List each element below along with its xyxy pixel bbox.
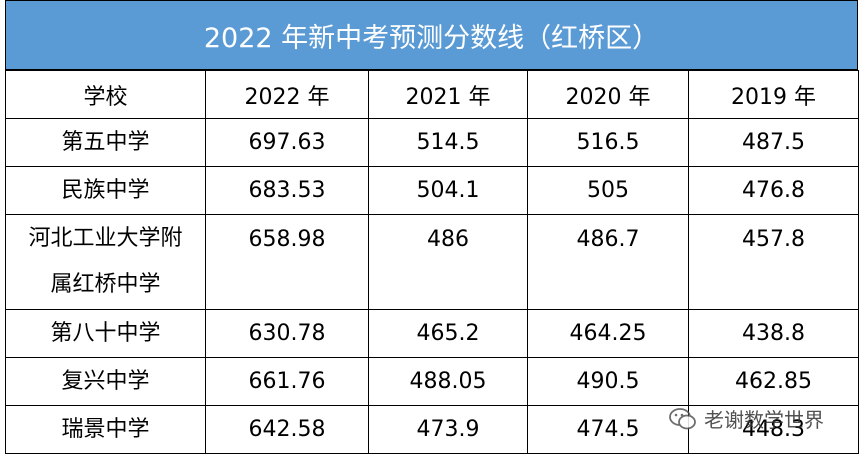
score-cell: 516.5 xyxy=(527,118,689,167)
score-cell: 697.63 xyxy=(205,118,369,167)
school-name: 河北工业大学附属红桥中学 xyxy=(28,226,183,297)
score-cell: 488.05 xyxy=(368,357,528,406)
score-cell: 473.9 xyxy=(368,405,528,454)
score-cell: 490.5 xyxy=(527,357,689,406)
score-cell: 642.58 xyxy=(205,405,369,454)
school-cell: 第八十中学 xyxy=(5,309,206,358)
school-name: 民族中学 xyxy=(61,177,150,203)
title: 2022 年新中考预测分数线（红桥区） xyxy=(203,22,660,54)
score-table: 学校 2022 年 2021 年 2020 年 2019 年第五中学 697.63 514.… xyxy=(5,70,859,454)
score-cell: 457.8 xyxy=(688,214,859,310)
school-cell: 瑞景中学 xyxy=(5,405,206,454)
score-cell: 448.3 xyxy=(688,405,859,454)
table-row: 第五中学 697.63 514.5 516.5 487.5 xyxy=(5,118,859,167)
school-name: 复兴中学 xyxy=(61,368,150,394)
title-bar: 2022 年新中考预测分数线（红桥区） xyxy=(5,0,858,70)
score-cell: 487.5 xyxy=(688,118,859,167)
school-name: 瑞景中学 xyxy=(61,416,150,442)
school-name: 第五中学 xyxy=(61,129,150,155)
score-cell: 505 xyxy=(527,166,689,215)
table-row: 复兴中学 661.76 488.05 490.5 462.85 xyxy=(5,357,859,406)
wechat-icon xyxy=(669,407,696,429)
score-cell: 464.25 xyxy=(527,309,689,358)
school-cell: 民族中学 xyxy=(5,166,206,215)
score-cell: 630.78 xyxy=(205,309,369,358)
score-cell: 661.76 xyxy=(205,357,369,406)
score-cell: 462.85 xyxy=(688,357,859,406)
header-cell: 学校 xyxy=(5,70,206,119)
watermark: 老谢数学世界 xyxy=(668,404,824,433)
table-row: 民族中学 683.53 504.1 505 476.8 xyxy=(5,166,859,215)
score-cell: 658.98 xyxy=(205,214,369,310)
school-cell: 河北工业大学附属红桥中学 xyxy=(5,214,206,310)
header-cell: 2020 年 xyxy=(527,70,689,119)
score-cell: 504.1 xyxy=(368,166,528,215)
table-row: 河北工业大学附属红桥中学 658.98 486 486.7 457.8 xyxy=(5,214,859,310)
score-cell: 438.8 xyxy=(688,309,859,358)
header-row: 学校 2022 年 2021 年 2020 年 2019 年 xyxy=(5,70,859,119)
table-row: 第八十中学 630.78 465.2 464.25 438.8 xyxy=(5,309,859,358)
school-name: 第八十中学 xyxy=(50,320,161,346)
score-cell: 683.53 xyxy=(205,166,369,215)
school-cell: 复兴中学 xyxy=(5,357,206,406)
score-cell: 476.8 xyxy=(688,166,859,215)
watermark-text: 老谢数学世界 xyxy=(704,408,824,432)
header-cell: 2019 年 xyxy=(688,70,859,119)
score-cell: 474.5 xyxy=(527,405,689,454)
header-cell: 2022 年 xyxy=(205,70,369,119)
score-cell: 514.5 xyxy=(368,118,528,167)
header-cell: 2021 年 xyxy=(368,70,528,119)
score-cell: 486.7 xyxy=(527,214,689,310)
score-cell: 465.2 xyxy=(368,309,528,358)
table-row: 瑞景中学 642.58 473.9 474.5 448.3 xyxy=(5,405,859,454)
score-cell: 486 xyxy=(368,214,528,310)
school-cell: 第五中学 xyxy=(5,118,206,167)
